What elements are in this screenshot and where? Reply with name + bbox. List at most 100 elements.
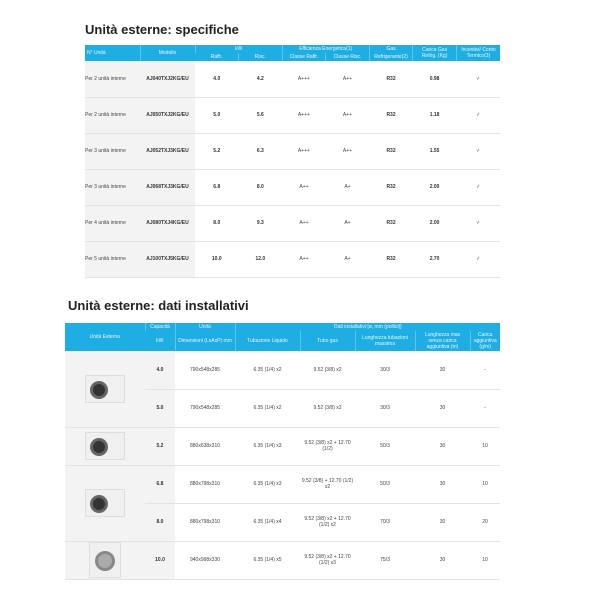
cell-model: AJ068TXJ3KG/EU <box>140 169 195 206</box>
cell-liq: 6.35 (1/4) x2 <box>235 351 300 390</box>
cell-cool: 10.0 <box>195 241 239 278</box>
table-row: Per 2 unità interne AJ040TXJ2KG/EU 4.0 4.2 A… <box>85 61 500 98</box>
cell-units: Per 2 unità interne <box>85 61 140 98</box>
cell-len: 30/3 <box>355 389 415 428</box>
unit-image-cell <box>65 541 145 580</box>
cell-cap: 6.8 <box>145 465 175 504</box>
cell-len: 50/3 <box>355 427 415 466</box>
cell-model: AJ052TXJ3KG/EU <box>140 133 195 170</box>
cell-heat: 9.3 <box>238 205 283 242</box>
table-row: Per 5 unità interne AJ100TXJ5KG/EU 10.0 12.… <box>85 241 500 278</box>
cell-ec: A+++ <box>282 61 326 98</box>
specs-title: Unità esterne: specifiche <box>85 22 239 37</box>
cell-add: 10 <box>470 465 500 504</box>
cell-nc: 30 <box>415 465 470 504</box>
col-model: Modello <box>139 45 195 61</box>
cell-nc: 30 <box>415 351 470 390</box>
col-unita: Unità <box>174 323 235 331</box>
cell-charge: 2.00 <box>412 169 457 206</box>
table-row: Per 3 unità interne AJ052TXJ3KG/EU 5.2 6.3 A… <box>85 133 500 170</box>
table-row: 8.0 880x798x310 6.35 (1/4) x4 9.52 (3/8) x2… <box>65 503 500 542</box>
cell-heat: 8.0 <box>238 169 283 206</box>
cell-len: 50/3 <box>355 465 415 504</box>
col-refr: Refrigerante(2) <box>368 53 413 61</box>
col-heat: Risc. <box>238 53 283 61</box>
cell-units: Per 3 unità interne <box>85 133 140 170</box>
cell-len: 30/3 <box>355 351 415 390</box>
outdoor-unit-image <box>85 489 125 517</box>
col-eff-heat: Classe Risc. <box>325 53 370 61</box>
cell-len: 70/3 <box>355 503 415 542</box>
cell-add: - <box>470 389 500 428</box>
table-row: 10.0 940x998x330 6.35 (1/4) x5 9.52 (3/8) x… <box>65 541 500 580</box>
col-eff-cool: Classe Raffr. <box>281 53 326 61</box>
outdoor-unit-image <box>85 432 125 460</box>
cell-eh: A+ <box>325 205 370 242</box>
col-gas: Gas <box>368 45 413 53</box>
install-table: Unità Esterna Capacità Unità Dati installat… <box>65 323 500 580</box>
cell-inc: ✓ <box>456 241 500 278</box>
cell-add: 20 <box>470 503 500 542</box>
cell-eh: A++ <box>325 97 370 134</box>
col-kw: kW <box>194 45 283 53</box>
col-units: N° Unità <box>85 45 140 61</box>
table-row: 6.8 880x798x310 6.35 (1/4) x3 9.52 (3/8) + … <box>65 465 500 542</box>
cell-len: 75/3 <box>355 541 415 580</box>
cell-cap: 5.2 <box>145 427 175 466</box>
specs-table: N° Unità Modello kW Efficienza Energetica(1… <box>85 45 500 278</box>
cell-cool: 8.0 <box>195 205 239 242</box>
cell-charge: 2.70 <box>412 241 457 278</box>
cell-ec: A+++ <box>282 97 326 134</box>
cell-dim: 790x548x285 <box>175 389 235 428</box>
cell-gas: 9.52 (3/8) x2 <box>300 389 355 428</box>
table-row: 5.2 880x638x310 6.35 (1/4) x3 9.52 (3/8) x2… <box>65 427 500 466</box>
cell-gas: 9.52 (3/8) x2 + 12.70 (1/2) x3 <box>300 541 355 580</box>
cell-gas: R32 <box>369 133 413 170</box>
cell-units: Per 2 unità interne <box>85 97 140 134</box>
unit-image-cell <box>65 351 145 428</box>
cell-charge: 1.55 <box>412 133 457 170</box>
outdoor-unit-image <box>89 542 121 578</box>
cell-gas: 9.52 (3/8) x2 + 12.70 (1/2) <box>300 427 355 466</box>
cell-ec: A+++ <box>282 133 326 170</box>
cell-dim: 880x638x310 <box>175 427 235 466</box>
table-row: Per 3 unità interne AJ068TXJ3KG/EU 6.8 8.0 A… <box>85 169 500 206</box>
cell-cap: 4.0 <box>145 351 175 390</box>
cell-add: 10 <box>470 541 500 580</box>
cell-liq: 6.35 (1/4) x5 <box>235 541 300 580</box>
cell-charge: 0.98 <box>412 61 457 98</box>
cell-add: 10 <box>470 427 500 466</box>
cell-eh: A+ <box>325 169 370 206</box>
fan-icon <box>95 551 115 571</box>
fan-icon <box>90 438 108 456</box>
outdoor-unit-image <box>85 374 125 403</box>
cell-nc: 30 <box>415 427 470 466</box>
col-data: Dati installativi [ø, mm (pollici)] <box>234 323 500 331</box>
cell-gas: 9.52 (3/8) x2 + 12.70 (1/2) x2 <box>300 503 355 542</box>
cell-charge: 2.00 <box>412 205 457 242</box>
cell-inc: ✓ <box>456 169 500 206</box>
cell-inc: ✓ <box>456 61 500 98</box>
cell-nc: 30 <box>415 389 470 428</box>
cell-gas: R32 <box>369 241 413 278</box>
col-charge: Carica Gas Refrig. (Kg) <box>412 45 457 61</box>
table-row: Per 4 unità interne AJ080TXJ4KG/EU 8.0 9.3 A… <box>85 205 500 242</box>
cell-model: AJ080TXJ4KG/EU <box>140 205 195 242</box>
cell-inc: ✓ <box>456 133 500 170</box>
cell-cap: 8.0 <box>145 503 175 542</box>
cell-dim: 790x548x285 <box>175 351 235 390</box>
cell-charge: 1.18 <box>412 97 457 134</box>
cell-ec: A++ <box>282 205 326 242</box>
cell-heat: 6.3 <box>238 133 283 170</box>
cell-dim: 880x798x310 <box>175 503 235 542</box>
cell-liq: 6.35 (1/4) x4 <box>235 503 300 542</box>
cell-nc: 30 <box>415 541 470 580</box>
cell-heat: 4.2 <box>238 61 283 98</box>
cell-model: AJ100TXJ5KG/EU <box>140 241 195 278</box>
cell-gas: R32 <box>369 205 413 242</box>
col-liquid: Tubazione Liquido <box>234 331 300 351</box>
col-dim: Dimensioni (LxAxP) mm <box>174 331 235 351</box>
cell-cool: 5.0 <box>195 97 239 134</box>
unit-image-cell <box>65 465 145 542</box>
cell-cool: 5.2 <box>195 133 239 170</box>
